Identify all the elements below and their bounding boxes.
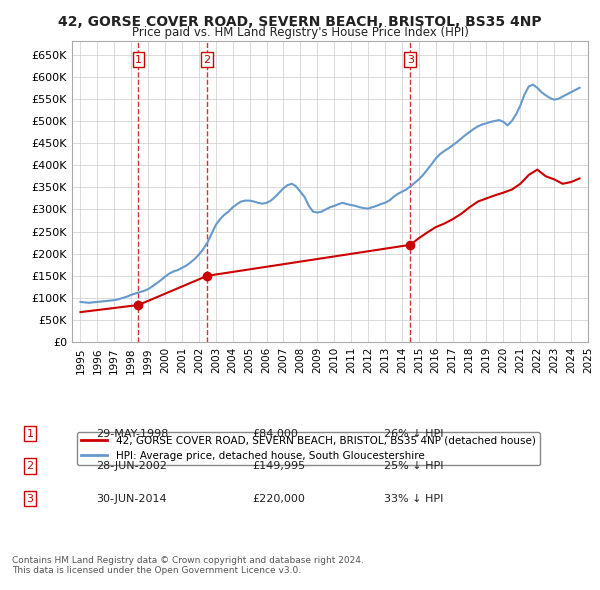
Text: 1: 1 — [135, 54, 142, 64]
Text: 28-JUN-2002: 28-JUN-2002 — [96, 461, 167, 471]
Text: £149,995: £149,995 — [252, 461, 305, 471]
Text: 42, GORSE COVER ROAD, SEVERN BEACH, BRISTOL, BS35 4NP: 42, GORSE COVER ROAD, SEVERN BEACH, BRIS… — [58, 15, 542, 29]
Text: 33% ↓ HPI: 33% ↓ HPI — [384, 494, 443, 503]
Text: 26% ↓ HPI: 26% ↓ HPI — [384, 429, 443, 438]
Text: 29-MAY-1998: 29-MAY-1998 — [96, 429, 169, 438]
Legend: 42, GORSE COVER ROAD, SEVERN BEACH, BRISTOL, BS35 4NP (detached house), HPI: Ave: 42, GORSE COVER ROAD, SEVERN BEACH, BRIS… — [77, 432, 540, 465]
Text: 3: 3 — [26, 494, 34, 503]
Text: Contains HM Land Registry data © Crown copyright and database right 2024.
This d: Contains HM Land Registry data © Crown c… — [12, 556, 364, 575]
Text: £84,000: £84,000 — [252, 429, 298, 438]
Text: 2: 2 — [26, 461, 34, 471]
Text: 1: 1 — [26, 429, 34, 438]
Text: £220,000: £220,000 — [252, 494, 305, 503]
Text: Price paid vs. HM Land Registry's House Price Index (HPI): Price paid vs. HM Land Registry's House … — [131, 26, 469, 39]
Text: 30-JUN-2014: 30-JUN-2014 — [96, 494, 167, 503]
Text: 3: 3 — [407, 54, 413, 64]
Text: 25% ↓ HPI: 25% ↓ HPI — [384, 461, 443, 471]
Text: 2: 2 — [203, 54, 211, 64]
